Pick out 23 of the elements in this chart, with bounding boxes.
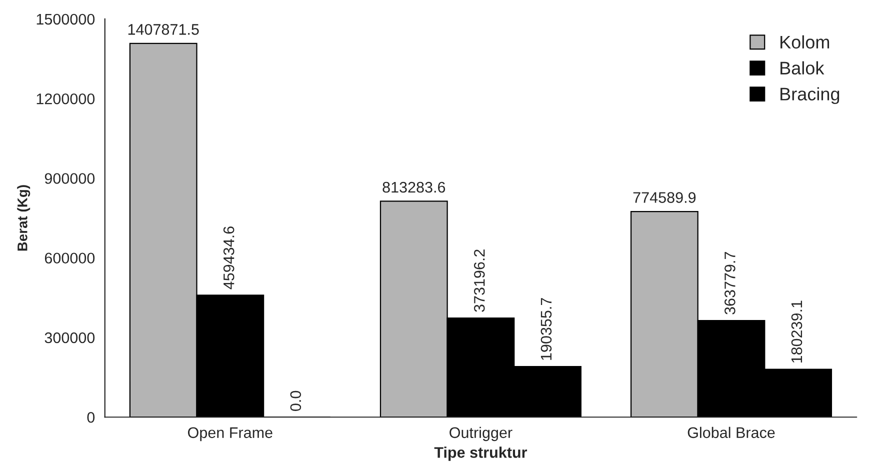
- data-label: 180239.1: [791, 300, 802, 363]
- x-axis-title: Tipe struktur: [434, 446, 528, 461]
- y-tick-label: 1200000: [36, 93, 95, 104]
- y-tick-label: 900000: [44, 173, 95, 184]
- y-tick-label: 600000: [44, 252, 95, 264]
- x-tick-label: Global Brace: [688, 426, 775, 438]
- data-label: 459434.6: [223, 226, 234, 290]
- legend-label: Bracing: [780, 87, 840, 104]
- data-label: 813283.6: [382, 182, 446, 193]
- data-label: 774589.9: [633, 192, 696, 203]
- x-tick-label: Outrigger: [450, 426, 512, 442]
- data-label: 363779.7: [724, 252, 736, 314]
- data-label: 0.0: [290, 390, 302, 411]
- y-tick-label: 300000: [44, 332, 95, 344]
- data-label: 373196.2: [474, 250, 485, 312]
- y-axis-title: Berat (Kg): [17, 185, 30, 251]
- y-tick-label: 1500000: [36, 14, 95, 25]
- y-tick-label: 0: [87, 412, 95, 423]
- data-label: 1407871.5: [128, 24, 199, 35]
- data-label: 190355.7: [540, 298, 552, 360]
- legend-label: Balok: [780, 61, 824, 75]
- x-tick-label: Open Frame: [188, 427, 272, 442]
- legend-label: Kolom: [780, 35, 830, 49]
